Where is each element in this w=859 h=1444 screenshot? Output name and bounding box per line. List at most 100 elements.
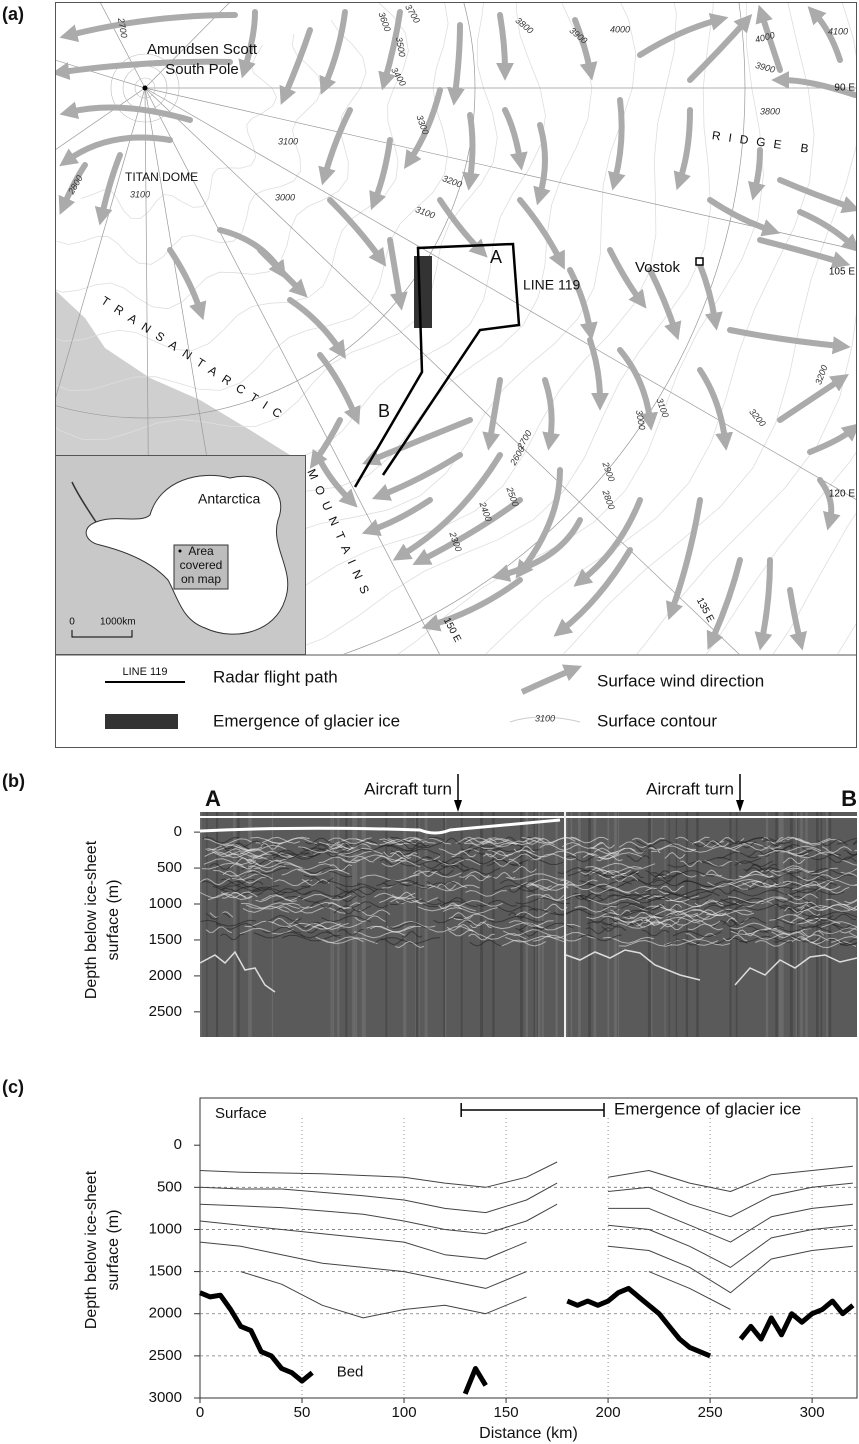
reflector	[445, 837, 470, 845]
panel-label: (a)	[2, 4, 24, 24]
area-dot	[178, 549, 182, 553]
inset-label: on map	[181, 572, 221, 586]
reflector	[570, 836, 609, 844]
legend-arrow	[520, 664, 582, 695]
reflector	[208, 893, 253, 901]
contour-label: 3800	[760, 106, 780, 116]
reflector	[640, 916, 662, 924]
reflector	[667, 861, 723, 868]
reflector	[483, 853, 513, 860]
reflector	[700, 869, 722, 877]
reflector	[576, 894, 620, 902]
reflector	[722, 934, 748, 942]
reflector	[596, 854, 623, 862]
surface-echo	[200, 818, 561, 835]
reflector	[464, 842, 518, 850]
section-end-label: B	[841, 786, 857, 811]
reflector	[758, 877, 784, 885]
wind-arrow	[462, 112, 480, 191]
reflector	[648, 909, 699, 916]
reflector	[771, 865, 815, 873]
reflector	[328, 837, 372, 845]
reflector	[670, 938, 731, 946]
reflector	[721, 903, 779, 911]
reflector	[791, 936, 821, 943]
wind-arrow	[317, 352, 361, 425]
reflector	[383, 850, 405, 858]
reflector	[338, 905, 372, 913]
reflector	[655, 888, 711, 896]
reflector	[784, 906, 805, 914]
reflector	[613, 893, 666, 901]
reflector	[635, 845, 659, 853]
reflector	[239, 927, 294, 935]
x-tick-label: 250	[698, 1404, 723, 1421]
wind-arrow	[319, 9, 348, 95]
reflector	[811, 941, 857, 949]
reflector	[350, 901, 389, 908]
contour-label: 3000	[275, 192, 295, 202]
wind-arrow	[495, 12, 514, 81]
reflector	[433, 916, 475, 924]
reflector	[560, 879, 598, 887]
wind-arrow	[673, 107, 693, 191]
contour-label: 4100	[828, 26, 848, 36]
reflector	[273, 852, 321, 860]
reflector	[204, 838, 252, 846]
reflector	[603, 901, 651, 909]
reflector	[734, 860, 774, 867]
reflector	[479, 840, 525, 848]
wind-arrow	[318, 107, 353, 186]
contour-label: 3100	[278, 136, 298, 146]
x-tick-label: 100	[392, 1404, 417, 1421]
pole-ring	[110, 53, 180, 123]
axis-title: surface (m)	[105, 880, 122, 961]
reflector	[265, 914, 302, 922]
pole-ring	[134, 77, 156, 99]
reflector	[774, 936, 814, 943]
reflector	[818, 927, 857, 935]
reflector	[457, 919, 487, 927]
meridian	[144, 87, 856, 500]
reflector	[395, 940, 425, 949]
wind-arrow	[482, 377, 503, 451]
reflector	[298, 846, 351, 853]
y-tick-label: 1000	[149, 895, 182, 912]
reflector	[464, 845, 524, 853]
reflector	[790, 917, 823, 924]
wind-arrow	[567, 267, 598, 341]
reflector	[246, 859, 282, 867]
longitude-label: 90 E	[834, 83, 855, 94]
reflector	[730, 922, 778, 930]
reflector	[767, 836, 810, 844]
reflector	[493, 859, 521, 867]
reflector	[487, 849, 532, 857]
reflector	[333, 907, 356, 915]
longitude-label: 120 E	[829, 489, 855, 500]
reflector	[739, 870, 774, 878]
reflector	[700, 883, 749, 890]
reflector	[528, 908, 588, 916]
reflector	[586, 912, 635, 920]
reflector	[313, 921, 363, 929]
reflector	[499, 879, 535, 887]
reflector	[565, 855, 599, 863]
panel-label: (b)	[2, 771, 25, 791]
reflector	[330, 864, 353, 872]
reflector	[526, 884, 575, 891]
meridian	[144, 87, 856, 251]
reflector	[203, 858, 255, 866]
reflector	[649, 918, 683, 926]
wind-arrow	[392, 452, 503, 561]
wind-arrow	[617, 347, 659, 431]
radargram-texture	[200, 812, 857, 1037]
layer-line	[199, 1241, 853, 1294]
meridian	[100, 3, 146, 89]
reflector	[225, 871, 270, 879]
wind-arrow	[697, 367, 734, 451]
reflector	[820, 921, 857, 928]
legend-symbol: LINE 119	[122, 666, 167, 678]
wind-arrow	[647, 267, 682, 341]
reflector	[515, 851, 539, 859]
reflector	[468, 933, 495, 941]
